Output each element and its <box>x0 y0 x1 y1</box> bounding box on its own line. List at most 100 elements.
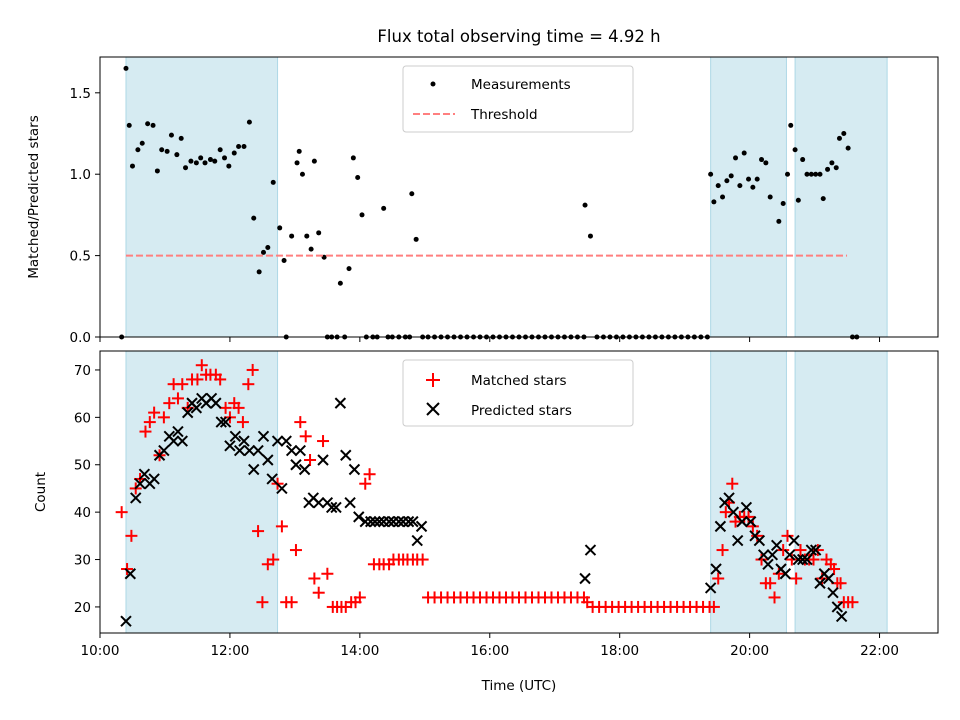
count-y-ticks: 20 30 40 50 60 70 <box>74 363 100 616</box>
ratio-legend: Measurements Threshold <box>402 65 634 133</box>
predicted-stars-point <box>805 544 818 556</box>
count-legend: Matched stars Predicted stars <box>402 359 634 427</box>
predicted-stars-point <box>364 515 377 528</box>
matched-stars-point <box>321 567 334 580</box>
predicted-stars-point <box>783 549 796 561</box>
y-tick-label: 60 <box>74 410 91 426</box>
measurements-point <box>780 201 786 207</box>
predicted-stars-point <box>317 454 329 466</box>
measurements-point <box>256 269 262 275</box>
predicted-stars-point <box>736 515 748 528</box>
measurements-point <box>813 171 819 177</box>
measurements-point <box>829 160 835 166</box>
x-tick-label: 12:00 <box>210 643 249 659</box>
predicted-stars-point <box>219 416 232 428</box>
predicted-stars-point <box>224 440 236 452</box>
measurements-point <box>145 121 151 127</box>
matched-stars-point <box>232 401 245 414</box>
legend-matched-marker <box>426 373 440 387</box>
predicted-stars-point <box>770 539 783 552</box>
ratio-y-axis-label: Matched/Predicted stars <box>26 115 42 278</box>
measurements-point <box>754 176 760 182</box>
matched-stars-point <box>242 378 255 391</box>
matched-stars-point <box>236 416 249 429</box>
matched-stars-point <box>195 359 208 372</box>
legend-measurements-label: Measurements <box>471 77 571 93</box>
predicted-stars-point <box>757 549 770 561</box>
predicted-stars-point <box>280 435 292 447</box>
measurements-point <box>711 199 717 205</box>
matched-stars-point <box>772 567 785 580</box>
predicted-stars-point <box>257 430 270 443</box>
matched-stars-point <box>777 544 790 557</box>
predicted-stars-point <box>402 515 415 528</box>
matched-stars-point <box>828 563 841 576</box>
measurements-point <box>231 150 237 156</box>
matched-stars-point <box>751 529 764 542</box>
measurements-point <box>135 147 141 153</box>
predicted-stars-point <box>779 568 792 580</box>
matched-stars-point <box>163 397 176 410</box>
measurements-point <box>183 165 189 171</box>
x-tick-label: 16:00 <box>470 643 509 659</box>
matched-stars-point <box>121 563 134 576</box>
y-tick-label: 1.5 <box>70 86 91 102</box>
measurements-point <box>804 171 810 177</box>
measurements-point <box>126 122 132 128</box>
measurements-point <box>207 157 213 163</box>
measurements-point <box>241 144 247 150</box>
matched-stars-point <box>312 586 325 599</box>
measurements-point <box>159 147 165 153</box>
measurements-point <box>222 155 228 161</box>
matched-stars-point <box>176 378 189 391</box>
predicted-stars-point <box>731 534 744 547</box>
measurements-point <box>836 135 842 141</box>
measurements-point <box>202 160 208 166</box>
predicted-stars-point <box>167 435 180 447</box>
matched-stars-point <box>317 435 330 448</box>
matched-stars-point <box>785 553 798 566</box>
matched-stars-point <box>781 529 794 542</box>
measurements-point <box>277 225 283 231</box>
matched-stars-point <box>148 406 161 419</box>
matched-stars-point <box>846 596 859 609</box>
predicted-stars-point <box>243 444 256 457</box>
matched-stars-point <box>794 544 807 557</box>
predicted-stars-point <box>285 444 298 457</box>
matched-stars-point <box>143 416 156 429</box>
measurements-point <box>123 65 129 71</box>
measurements-point <box>212 158 218 164</box>
count-marks <box>115 359 859 627</box>
predicted-stars-point <box>762 558 774 570</box>
matched-stars-point <box>219 401 232 414</box>
measurements-point <box>587 233 593 239</box>
predicted-stars-point <box>248 463 260 476</box>
predicted-stars-point <box>120 615 132 627</box>
shaded-interval-2 <box>710 350 787 634</box>
predicted-stars-point <box>176 435 188 447</box>
matched-stars-point <box>742 510 755 523</box>
measurements-point <box>154 168 160 174</box>
measurements-point <box>311 158 317 164</box>
matched-stars-point <box>755 553 768 566</box>
legend-matched-label: Matched stars <box>471 373 567 389</box>
measurements-point <box>381 205 387 211</box>
measurements-point <box>817 171 823 177</box>
measurements-point <box>281 257 287 263</box>
measurements-point <box>841 131 847 137</box>
predicted-stars-point <box>579 572 591 585</box>
predicted-stars-point <box>190 402 203 414</box>
predicted-stars-point <box>229 430 242 443</box>
predicted-stars-point <box>766 549 779 561</box>
measurements-point <box>413 236 419 242</box>
measurements-point <box>792 147 798 153</box>
matched-stars-point <box>707 600 720 613</box>
matched-stars-point <box>359 477 372 490</box>
measurements-point <box>304 233 310 239</box>
predicted-stars-point <box>134 477 146 490</box>
predicted-stars-point <box>348 463 361 476</box>
x-axis-label: Time (UTC) <box>481 678 557 694</box>
matched-stars-point <box>304 454 317 467</box>
measurements-point <box>708 171 714 177</box>
